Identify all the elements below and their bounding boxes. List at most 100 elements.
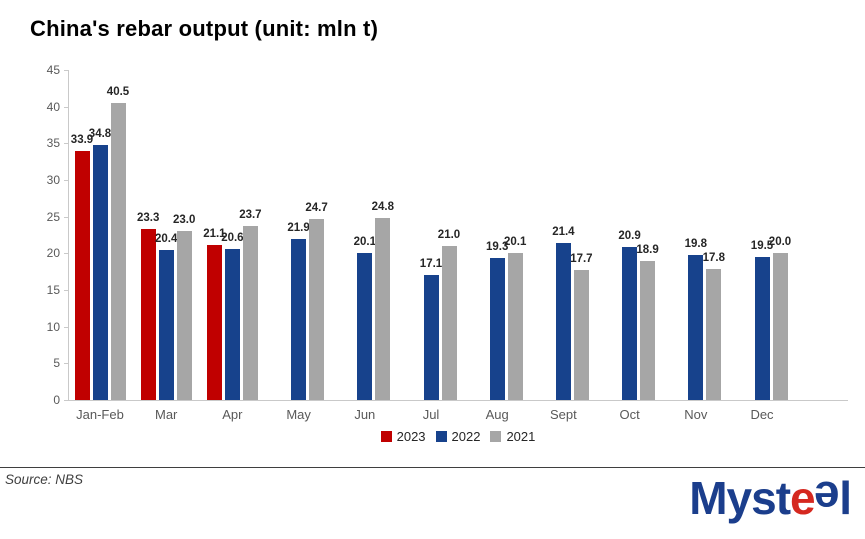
y-axis-tick-label: 45 xyxy=(46,63,60,77)
data-label: 40.5 xyxy=(106,86,130,98)
bar-2022-Sept xyxy=(555,243,571,400)
x-axis-category-label: Jul xyxy=(422,407,440,422)
y-axis-tick xyxy=(64,143,68,145)
data-label: 17.8 xyxy=(702,252,725,265)
chart-legend: 2023 2022 2021 xyxy=(68,429,848,444)
y-axis-tick-label: 10 xyxy=(46,319,60,334)
y-axis-tick xyxy=(64,70,68,71)
y-axis-tick-label: 30 xyxy=(46,173,60,187)
data-label: 21.1 xyxy=(203,228,226,241)
bar-2023-Jan-Feb xyxy=(74,151,90,400)
x-axis-category-label: Mar xyxy=(154,407,178,422)
x-axis-category-label: Dec xyxy=(750,407,774,422)
bar-2022-Jun xyxy=(357,252,373,400)
x-axis-category-label: Oct xyxy=(619,407,640,422)
bar-2021-Nov xyxy=(706,269,722,400)
data-label: 23.0 xyxy=(172,214,196,227)
y-axis-tick xyxy=(64,326,68,328)
x-axis-category-label: Jan-Feb xyxy=(76,407,124,422)
y-axis-line xyxy=(68,70,69,400)
data-label: 20.4 xyxy=(154,233,178,246)
bar-2021-Jul xyxy=(441,246,457,400)
legend-swatch xyxy=(490,431,502,442)
x-axis-category-label: Nov xyxy=(684,407,708,422)
bar-chart: 0 5 10 15 20 25 30 35 40 45 33.9 34.8 40.5 Jan-Feb 23.… xyxy=(46,63,848,422)
x-axis-category-label: May xyxy=(286,407,311,422)
data-label: 34.8 xyxy=(88,127,112,140)
y-axis-tick xyxy=(64,290,68,291)
chart-title: China's rebar output (unit: mln t) xyxy=(30,16,379,41)
bar-2021-Aug xyxy=(507,252,523,400)
bar-2022-Jul xyxy=(423,274,439,400)
y-axis-tick-label: 25 xyxy=(46,209,60,224)
data-label: 20.9 xyxy=(618,229,641,242)
legend-item-2023: 2023 xyxy=(380,429,426,444)
x-axis-category-label: Sept xyxy=(550,407,577,422)
data-label: 19.5 xyxy=(750,240,774,252)
bar-2021-Apr xyxy=(242,226,258,400)
bar-2022-Mar xyxy=(158,250,174,400)
data-label: 20.1 xyxy=(353,235,376,248)
data-label: 20.0 xyxy=(768,236,792,249)
y-axis-tick xyxy=(64,400,68,401)
y-axis-tick xyxy=(64,180,68,181)
bar-2022-May xyxy=(291,239,307,400)
y-axis-tick-label: 40 xyxy=(46,99,60,114)
data-label: 24.7 xyxy=(305,201,328,214)
x-axis-category-label: Jun xyxy=(354,407,376,422)
bar-2022-Dec xyxy=(754,257,770,400)
y-axis-tick-label: 5 xyxy=(53,356,60,371)
x-axis-line xyxy=(68,400,848,401)
data-label: 20.6 xyxy=(221,231,244,244)
logo-text-post: l xyxy=(839,472,852,524)
legend-item-2021: 2021 xyxy=(490,429,535,444)
data-label: 33.9 xyxy=(70,134,94,147)
bar-2021-Jan-Feb xyxy=(110,103,126,400)
bar-2021-Jun xyxy=(375,218,391,400)
legend-label: 2021 xyxy=(506,429,536,444)
bar-2021-Sept xyxy=(573,270,589,400)
data-label: 20.1 xyxy=(503,235,527,248)
data-label: 19.8 xyxy=(684,237,707,250)
legend-swatch xyxy=(380,431,392,442)
bar-2022-Apr xyxy=(224,248,240,400)
bar-2023-Apr xyxy=(206,245,222,400)
logo-text-pre: Myst xyxy=(689,472,791,524)
legend-item-2022: 2022 xyxy=(435,429,480,444)
data-label: 17.7 xyxy=(570,253,593,266)
mysteel-logo: Mysteel xyxy=(689,472,852,524)
data-label: 21.0 xyxy=(437,229,461,241)
bar-2022-Nov xyxy=(688,254,704,400)
y-axis-tick xyxy=(64,363,68,365)
data-label: 23.7 xyxy=(239,209,262,222)
y-axis-tick xyxy=(64,253,68,255)
data-label: 17.1 xyxy=(419,257,443,270)
y-axis-tick-label: 35 xyxy=(46,136,60,151)
data-label: 21.4 xyxy=(552,226,575,239)
y-axis-tick xyxy=(64,216,68,218)
bar-2021-Mar xyxy=(176,231,192,400)
footer-divider xyxy=(0,467,865,468)
bar-2021-May xyxy=(309,218,325,400)
data-label: 24.8 xyxy=(371,201,394,214)
bar-2022-Aug xyxy=(489,258,505,400)
source-note: Source: NBS xyxy=(5,472,84,487)
x-axis-category-label: Apr xyxy=(222,407,243,422)
y-axis-tick-label: 20 xyxy=(46,246,60,261)
y-axis-tick-label: 15 xyxy=(46,283,60,297)
data-label: 21.9 xyxy=(287,222,310,235)
y-axis-tick xyxy=(64,106,68,108)
legend-swatch xyxy=(435,431,447,442)
x-axis-category-label: Aug xyxy=(485,407,509,422)
bar-2022-Jan-Feb xyxy=(92,144,108,400)
bar-2023-Mar xyxy=(140,229,156,400)
bar-2022-Oct xyxy=(622,246,638,400)
logo-e-red: e xyxy=(790,472,816,524)
y-axis-tick-label: 0 xyxy=(53,393,60,407)
data-label: 23.3 xyxy=(136,212,160,225)
legend-label: 2023 xyxy=(396,429,426,444)
bar-2021-Oct xyxy=(640,261,656,400)
logo-e-blue: e xyxy=(814,472,840,524)
data-label: 19.3 xyxy=(485,241,509,254)
